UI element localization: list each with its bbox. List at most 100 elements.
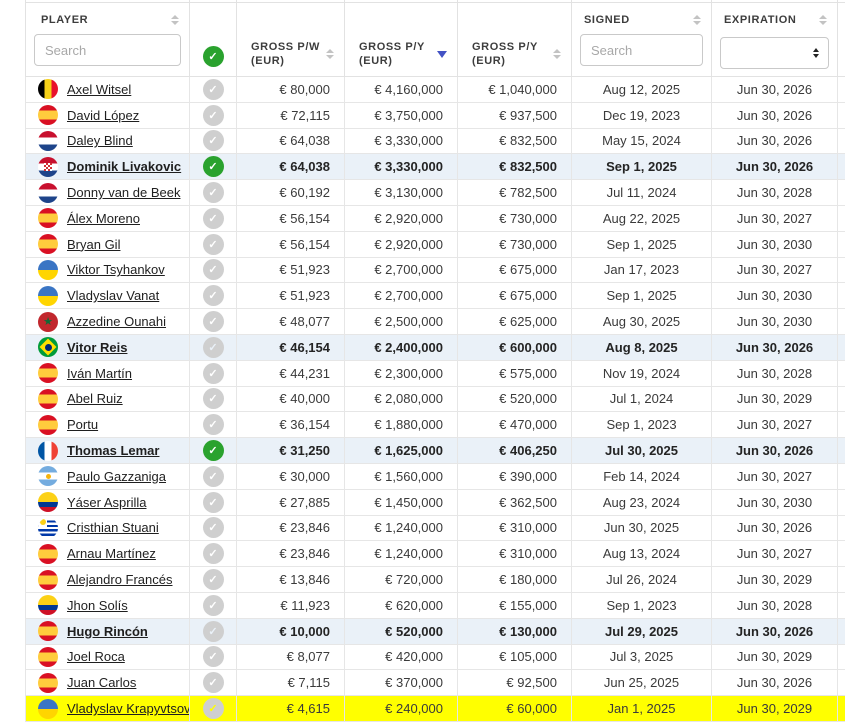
verified-check-icon[interactable]: ✓ <box>202 440 224 462</box>
signed-value: May 15, 2024 <box>572 128 712 154</box>
verified-check-icon[interactable]: ✓ <box>202 336 224 358</box>
row-overflow-cell <box>838 541 845 566</box>
country-flag-icon <box>38 672 58 693</box>
player-link[interactable]: Bryan Gil <box>67 236 121 252</box>
verified-check-icon[interactable]: ✓ <box>202 207 224 229</box>
verified-check-icon[interactable]: ✓ <box>202 130 224 152</box>
expiration-value: Jun 30, 2030 <box>712 309 838 334</box>
player-link[interactable]: Joel Roca <box>67 649 125 665</box>
player-link[interactable]: Jhon Solís <box>67 597 128 613</box>
gross-pw-column-label: GROSS P/W (EUR) <box>251 41 320 67</box>
table-row: Joel Roca ✓ € 8,077 € 420,000 € 105,000 … <box>25 644 845 671</box>
gross-pw-value: € 27,885 <box>237 489 345 515</box>
gross-pw-value: € 64,038 <box>237 128 345 154</box>
top-strip <box>25 0 845 3</box>
player-link[interactable]: Paulo Gazzaniga <box>67 468 167 484</box>
player-link[interactable]: Axel Witsel <box>67 81 132 97</box>
verified-cell: ✓ <box>190 670 237 696</box>
sort-icon[interactable] <box>326 49 334 59</box>
player-link[interactable]: Alejandro Francés <box>67 572 173 588</box>
verified-check-icon[interactable]: ✓ <box>202 311 224 333</box>
verified-check-icon[interactable]: ✓ <box>202 156 224 178</box>
verified-check-icon[interactable]: ✓ <box>202 491 224 513</box>
gross-py2-value: € 520,000 <box>458 386 572 412</box>
verified-check-icon[interactable]: ✓ <box>202 285 224 307</box>
player-link[interactable]: Daley Blind <box>67 133 133 149</box>
verified-cell: ✓ <box>190 618 237 644</box>
sort-icon[interactable] <box>171 15 179 25</box>
player-link[interactable]: Juan Carlos <box>67 675 137 691</box>
player-link[interactable]: Thomas Lemar <box>67 443 160 459</box>
verified-cell: ✓ <box>190 567 237 592</box>
player-link[interactable]: Viktor Tsyhankov <box>67 262 165 278</box>
sort-desc-icon[interactable] <box>437 50 447 58</box>
player-link[interactable]: Vladyslav Krapyvtsov <box>67 701 190 717</box>
expiration-value: Jun 30, 2026 <box>712 128 838 154</box>
gross-py2-value: € 92,500 <box>458 670 572 696</box>
gross-pw-value: € 36,154 <box>237 412 345 438</box>
gross-py2-value: € 470,000 <box>458 412 572 438</box>
country-flag-icon <box>38 646 58 667</box>
gross-py2-value: € 600,000 <box>458 334 572 360</box>
gross-pw-value: € 51,923 <box>237 257 345 283</box>
player-search-input[interactable] <box>34 34 181 66</box>
verified-filter-check-icon[interactable]: ✓ <box>202 46 224 67</box>
verified-check-icon[interactable]: ✓ <box>202 543 224 565</box>
player-link[interactable]: Álex Moreno <box>67 210 140 226</box>
verified-check-icon[interactable]: ✓ <box>202 414 224 436</box>
verified-check-icon[interactable]: ✓ <box>202 182 224 204</box>
gross-py2-value: € 1,040,000 <box>458 77 572 102</box>
player-cell: Joel Roca <box>25 644 190 670</box>
verified-check-icon[interactable]: ✓ <box>202 594 224 616</box>
country-flag-icon <box>38 466 58 487</box>
verified-check-icon[interactable]: ✓ <box>202 388 224 410</box>
player-cell: Cristhian Stuani <box>25 515 190 541</box>
verified-check-icon[interactable]: ✓ <box>202 698 224 720</box>
table-row: Álex Moreno ✓ € 56,154 € 2,920,000 € 730… <box>25 205 845 232</box>
row-overflow-cell <box>838 593 845 618</box>
verified-check-icon[interactable]: ✓ <box>202 233 224 255</box>
player-link[interactable]: Vitor Reis <box>67 339 128 355</box>
player-link[interactable]: Dominik Livakovic <box>67 159 182 175</box>
verified-check-icon[interactable]: ✓ <box>202 78 224 100</box>
verified-check-icon[interactable]: ✓ <box>202 259 224 281</box>
sort-icon[interactable] <box>693 15 701 25</box>
player-link[interactable]: Arnau Martínez <box>67 546 156 562</box>
player-link[interactable]: Vladyslav Vanat <box>67 288 160 304</box>
player-link[interactable]: Iván Martín <box>67 365 133 381</box>
table-row: Azzedine Ounahi ✓ € 48,077 € 2,500,000 €… <box>25 309 845 335</box>
verified-check-icon[interactable]: ✓ <box>202 104 224 126</box>
verified-check-icon[interactable]: ✓ <box>202 517 224 539</box>
player-link[interactable]: Donny van de Beek <box>67 185 181 201</box>
verified-cell: ✓ <box>190 309 237 334</box>
verified-check-icon[interactable]: ✓ <box>202 646 224 668</box>
gross-pw-value: € 8,077 <box>237 644 345 670</box>
row-overflow-cell <box>838 283 845 308</box>
signed-search-input[interactable] <box>580 34 703 66</box>
verified-check-icon[interactable]: ✓ <box>202 362 224 384</box>
signed-value: Aug 30, 2025 <box>572 309 712 334</box>
player-link[interactable]: Portu <box>67 417 99 433</box>
player-link[interactable]: Hugo Rincón <box>67 623 148 639</box>
player-link[interactable]: Cristhian Stuani <box>67 520 159 536</box>
verified-check-icon[interactable]: ✓ <box>202 465 224 487</box>
verified-check-icon[interactable]: ✓ <box>202 672 224 694</box>
gross-pw-value: € 30,000 <box>237 463 345 489</box>
player-link[interactable]: David López <box>67 107 140 123</box>
table-row: Arnau Martínez ✓ € 23,846 € 1,240,000 € … <box>25 541 845 568</box>
expiration-filter-select[interactable] <box>720 37 829 69</box>
signed-value: Jul 11, 2024 <box>572 180 712 205</box>
player-link[interactable]: Azzedine Ounahi <box>67 314 167 330</box>
country-flag-icon <box>38 621 58 642</box>
sort-icon[interactable] <box>819 15 827 25</box>
row-overflow-cell <box>838 696 845 721</box>
header-player: PLAYER <box>25 3 190 76</box>
verified-check-icon[interactable]: ✓ <box>202 569 224 591</box>
player-link[interactable]: Abel Ruiz <box>67 391 123 407</box>
expiration-value: Jun 30, 2027 <box>712 205 838 231</box>
verified-check-icon[interactable]: ✓ <box>202 620 224 642</box>
verified-cell: ✓ <box>190 283 237 309</box>
player-link[interactable]: Yáser Asprilla <box>67 494 147 510</box>
table-row: Bryan Gil ✓ € 56,154 € 2,920,000 € 730,0… <box>25 231 845 258</box>
sort-icon[interactable] <box>553 49 561 59</box>
